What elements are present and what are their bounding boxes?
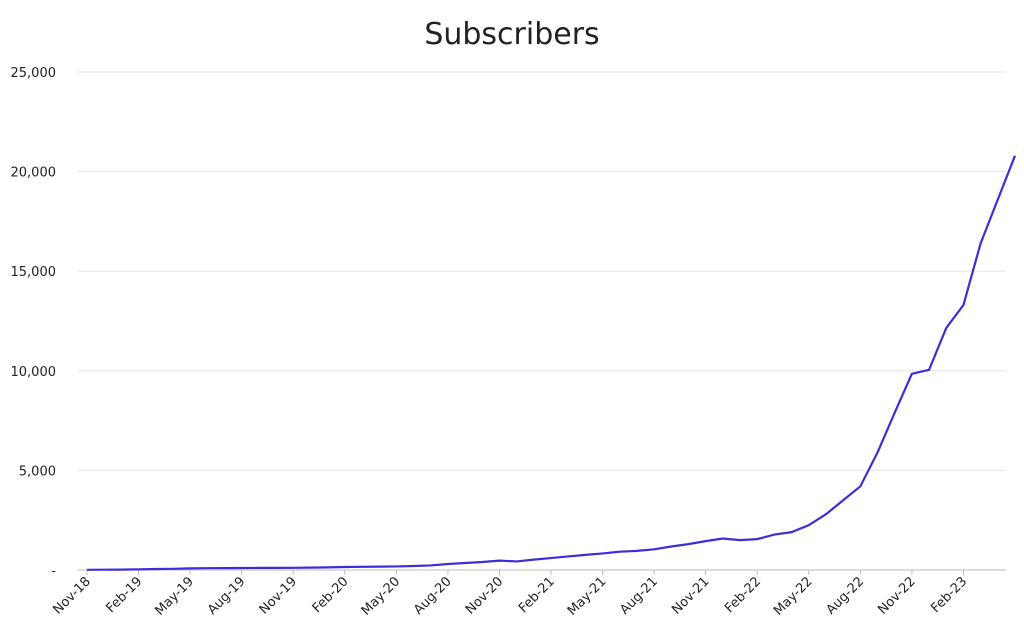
x-tick-label: May-22: [771, 574, 815, 618]
x-tick-label: Aug-22: [824, 574, 868, 618]
x-tick-label: Aug-21: [617, 574, 661, 618]
x-tick-label: Feb-20: [310, 574, 352, 616]
x-tick-label: Feb-19: [103, 574, 145, 616]
line-series: [86, 155, 1017, 571]
y-tick-label: 5,000: [19, 464, 56, 479]
y-tick-label: 15,000: [11, 265, 57, 280]
x-tick-label: May-20: [359, 574, 403, 618]
y-tick-label: 20,000: [11, 166, 57, 181]
y-tick-label: 25,000: [11, 66, 57, 81]
x-tick-label: Nov-19: [257, 574, 300, 617]
y-tick-label: -: [51, 564, 56, 579]
x-tick-label: May-21: [565, 574, 609, 618]
x-tick-label: Nov-20: [463, 574, 506, 617]
x-tick-label: Feb-21: [516, 574, 558, 616]
y-tick-label: 10,000: [11, 365, 57, 380]
x-tick-label: Aug-19: [205, 574, 249, 618]
x-tick-label: May-19: [152, 574, 196, 618]
x-tick-label: Nov-21: [669, 574, 712, 617]
x-tick-label: Nov-22: [875, 574, 918, 617]
x-tick-label: Aug-20: [411, 574, 455, 618]
x-tick-label: Feb-22: [722, 574, 764, 616]
x-tick-label: Nov-18: [51, 574, 94, 617]
x-tick-label: Feb-23: [928, 574, 970, 616]
chart-title: Subscribers: [424, 17, 599, 52]
